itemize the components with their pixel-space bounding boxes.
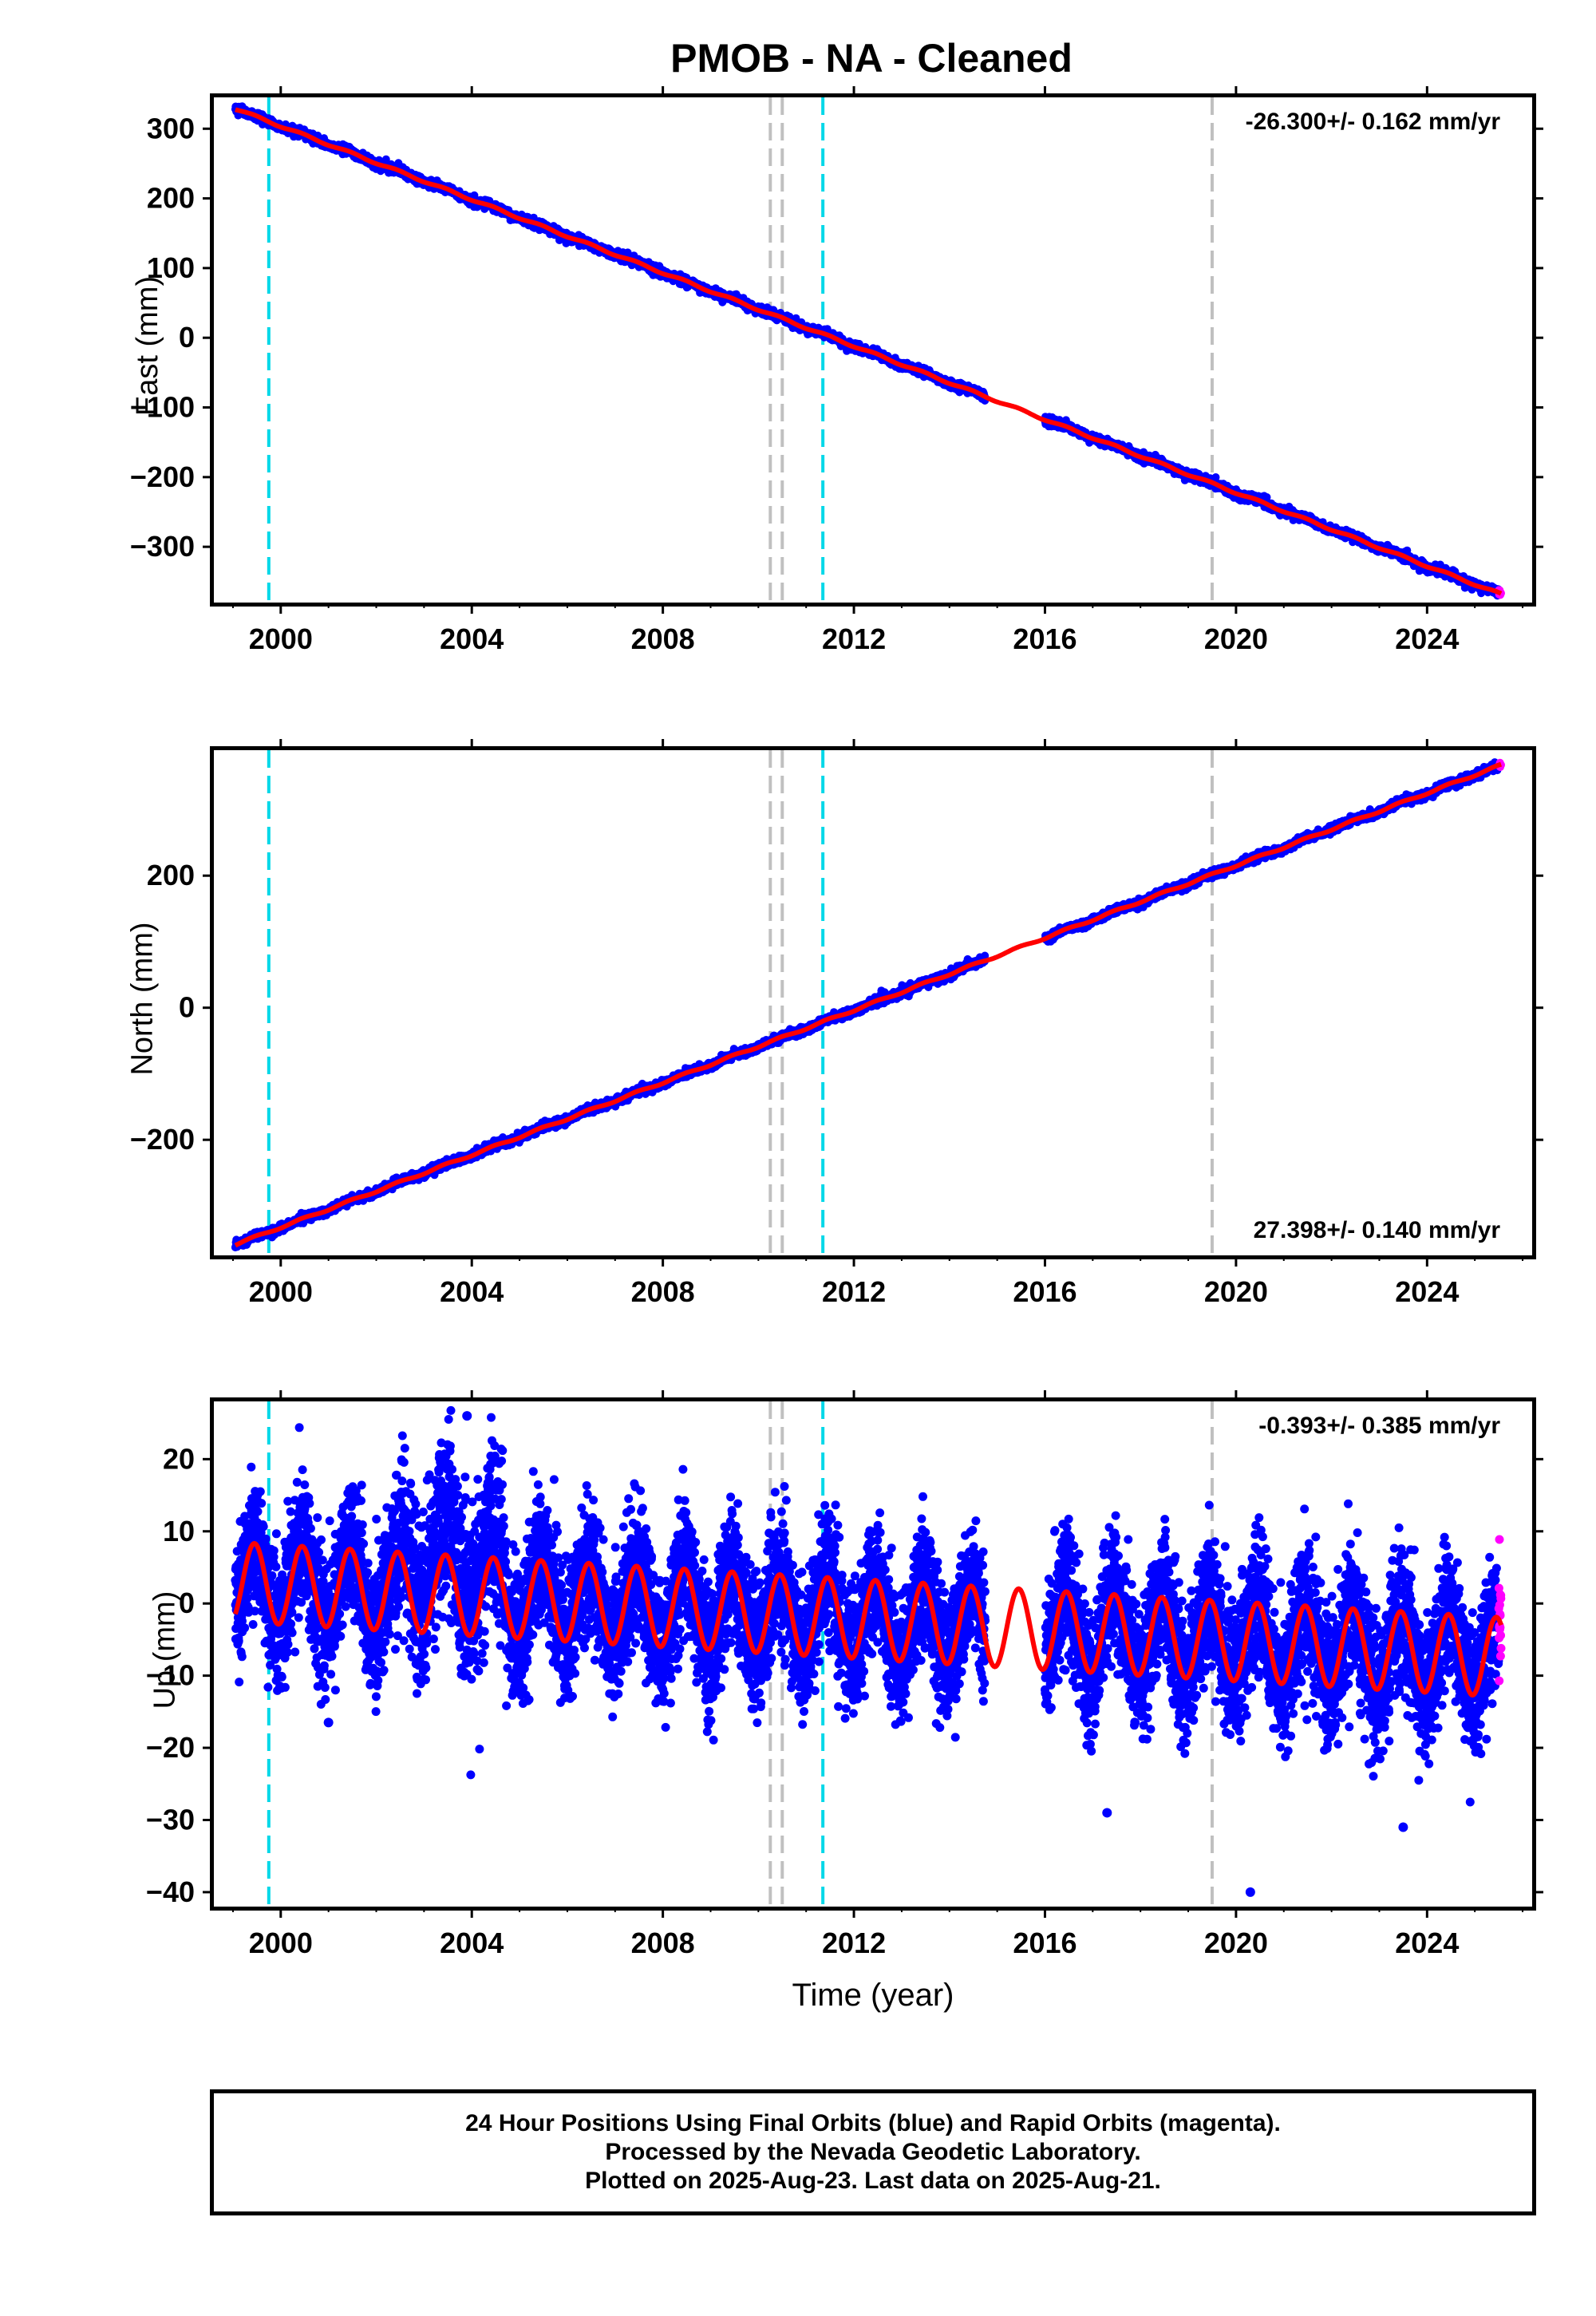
model-fit-line <box>234 107 1503 596</box>
east-plot: 2000 2004 2008 2012 2016 2020 2024 300 200 100 0 −1… <box>130 86 1543 655</box>
east-rate-label: -26.300+/- 0.162 mm/yr <box>1245 109 1500 135</box>
x-tick-label: 2020 <box>1204 1275 1268 1308</box>
x-tick-label: 2012 <box>822 622 886 655</box>
x-tick-label: 2004 <box>440 1275 504 1308</box>
north-panel: 2000 2004 2008 2012 2016 2020 2024 200 0 −200 27.… <box>126 739 1543 1308</box>
y-tick-label: −100 <box>130 391 195 424</box>
x-tick-label: 2008 <box>631 622 695 655</box>
y-tick-label: −300 <box>130 530 195 563</box>
x-tick-label: 2016 <box>1013 1275 1077 1308</box>
x-tick-label: 2000 <box>249 622 313 655</box>
y-tick-label: −200 <box>130 1123 195 1156</box>
y-tick-label: 100 <box>147 251 195 284</box>
x-tick-label: 2024 <box>1395 1275 1459 1308</box>
y-tick-label: 0 <box>179 991 195 1024</box>
x-tick-label: 2024 <box>1395 622 1459 655</box>
x-tick-label: 2004 <box>440 622 504 655</box>
chart-title: PMOB - NA - Cleaned <box>670 36 1073 81</box>
y-tick-label: 0 <box>179 321 195 354</box>
east-axis-label: East (mm) <box>131 275 165 417</box>
y-tick-label: 200 <box>147 182 195 215</box>
x-tick-label: 2008 <box>631 1275 695 1308</box>
east-panel: 2000 2004 2008 2012 2016 2020 2024 300 200 100 0 −1… <box>130 86 1543 655</box>
x-tick-label: 2016 <box>1013 622 1077 655</box>
y-tick-label: 300 <box>147 112 195 144</box>
x-tick-label: 2000 <box>249 1275 313 1308</box>
x-tick-label: 2020 <box>1204 622 1268 655</box>
y-tick-label: 200 <box>147 859 195 891</box>
x-tick-label: 2012 <box>822 1275 886 1308</box>
y-tick-label: −200 <box>130 460 195 493</box>
